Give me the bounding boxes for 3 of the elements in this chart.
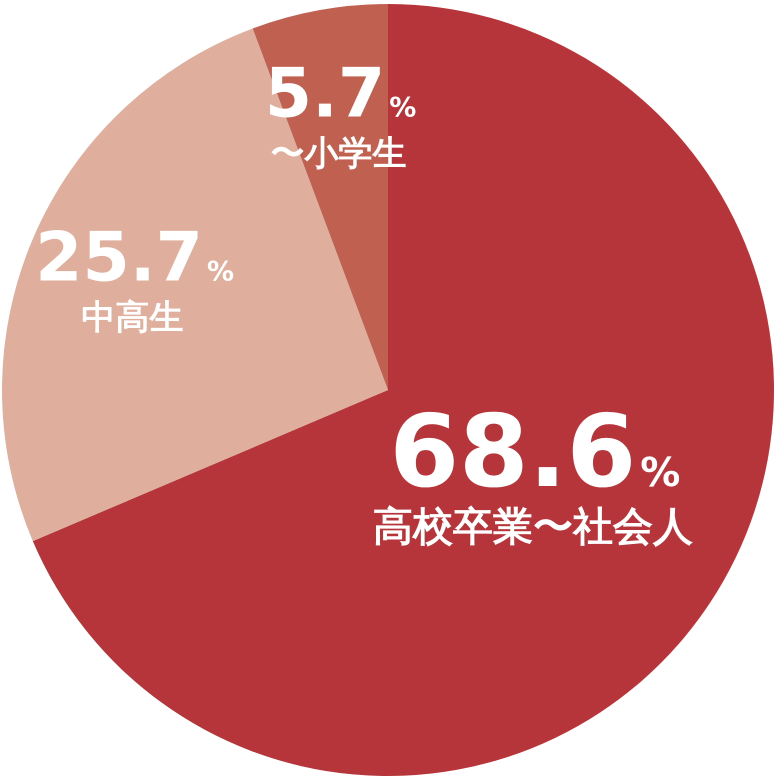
slice-label: 中高生 [82, 297, 184, 338]
data-label: 5.7% [264, 54, 416, 134]
data-label: 25.7% [35, 218, 234, 298]
